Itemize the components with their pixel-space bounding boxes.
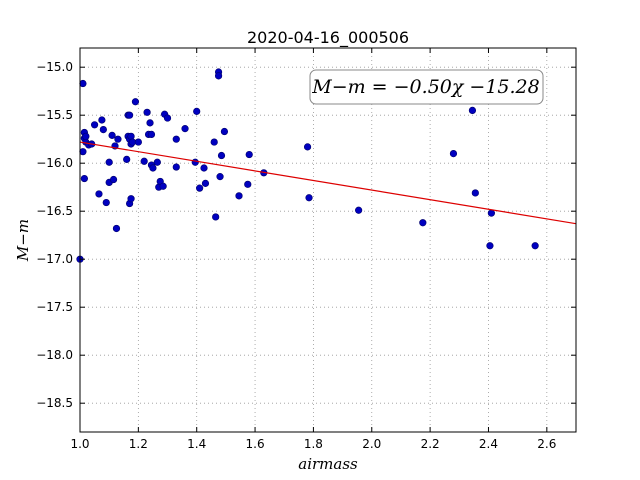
data-point — [79, 148, 87, 156]
data-point — [80, 174, 88, 183]
axis-ticks — [79, 48, 576, 432]
y-tick-label: −17.0 — [36, 252, 73, 266]
x-tick-label: 1.0 — [70, 437, 89, 451]
data-point — [79, 79, 87, 88]
y-tick-label: −16.0 — [36, 156, 73, 170]
data-point — [214, 72, 223, 80]
data-point — [112, 224, 121, 233]
data-point — [146, 119, 154, 127]
data-point — [126, 111, 134, 119]
x-tick-label: 2.2 — [421, 437, 440, 451]
data-point — [99, 126, 107, 134]
data-point — [95, 190, 103, 198]
data-point — [201, 179, 210, 187]
data-point — [90, 121, 99, 129]
x-tick-label: 1.4 — [187, 437, 206, 451]
fit-annotation: M−m = −0.50χ −15.28 — [309, 69, 544, 105]
data-point — [193, 107, 201, 115]
data-point — [449, 150, 458, 158]
y-tick-label: −18.0 — [36, 348, 73, 362]
data-point — [108, 131, 116, 139]
chart-title: 2020-04-16_000506 — [247, 28, 409, 48]
data-point — [127, 195, 135, 203]
data-point — [140, 157, 148, 165]
fit-line — [79, 141, 577, 225]
data-point — [134, 138, 142, 146]
data-point — [172, 163, 180, 171]
data-point — [244, 180, 252, 188]
data-point — [147, 130, 156, 138]
x-tick-label: 1.2 — [129, 437, 148, 451]
x-tick-label: 2.0 — [362, 437, 381, 451]
data-point — [159, 182, 167, 190]
y-tick-label: −18.5 — [36, 396, 73, 410]
data-point — [210, 138, 218, 146]
y-tick-labels: −15.0 −15.5 −16.0 −16.5 −17.0 −17.5 −18.0 −18.5 — [36, 60, 73, 410]
data-point — [212, 213, 220, 221]
data-point — [468, 106, 477, 114]
data-points — [76, 68, 539, 263]
x-tick-label: 2.4 — [479, 437, 498, 451]
x-axis-label: airmass — [298, 455, 358, 473]
data-point — [531, 242, 539, 250]
plot-frame — [79, 47, 577, 433]
y-tick-label: −17.5 — [36, 300, 73, 314]
data-point — [216, 173, 224, 181]
y-tick-label: −16.5 — [36, 204, 73, 218]
data-point — [305, 194, 313, 202]
data-point — [245, 150, 253, 159]
x-tick-label: 1.6 — [246, 437, 265, 451]
data-point — [471, 189, 479, 197]
data-point — [163, 114, 172, 122]
data-point — [487, 209, 495, 217]
data-point — [131, 98, 140, 106]
data-point — [355, 206, 363, 214]
data-point — [143, 108, 151, 116]
data-point — [486, 242, 494, 250]
data-point — [200, 164, 208, 172]
y-axis-label: M−m — [14, 219, 32, 262]
data-point — [217, 151, 226, 160]
data-point — [102, 198, 110, 207]
data-point — [105, 158, 113, 166]
data-point — [235, 192, 243, 200]
data-point — [153, 158, 161, 166]
fit-line-group — [79, 141, 577, 225]
data-point — [172, 135, 180, 143]
data-point — [149, 164, 157, 172]
x-tick-label: 2.6 — [537, 437, 556, 451]
y-tick-label: −15.5 — [36, 108, 73, 122]
data-point — [114, 135, 122, 143]
fit-annotation-box — [309, 69, 544, 105]
data-point — [123, 155, 131, 163]
data-point — [181, 125, 189, 133]
x-tick-labels: 1.0 1.2 1.4 1.6 1.8 2.0 2.2 2.4 2.6 — [70, 437, 556, 451]
x-tick-label: 1.8 — [304, 437, 323, 451]
data-point — [220, 127, 229, 136]
data-point — [109, 175, 118, 184]
data-point — [98, 116, 106, 124]
data-point — [191, 158, 199, 166]
y-tick-label: −15.0 — [36, 60, 73, 74]
data-point — [196, 184, 204, 192]
fit-equation: M−m = −0.50χ −15.28 — [311, 76, 539, 98]
data-point — [419, 219, 427, 227]
data-point — [303, 143, 312, 151]
data-point — [82, 132, 90, 140]
